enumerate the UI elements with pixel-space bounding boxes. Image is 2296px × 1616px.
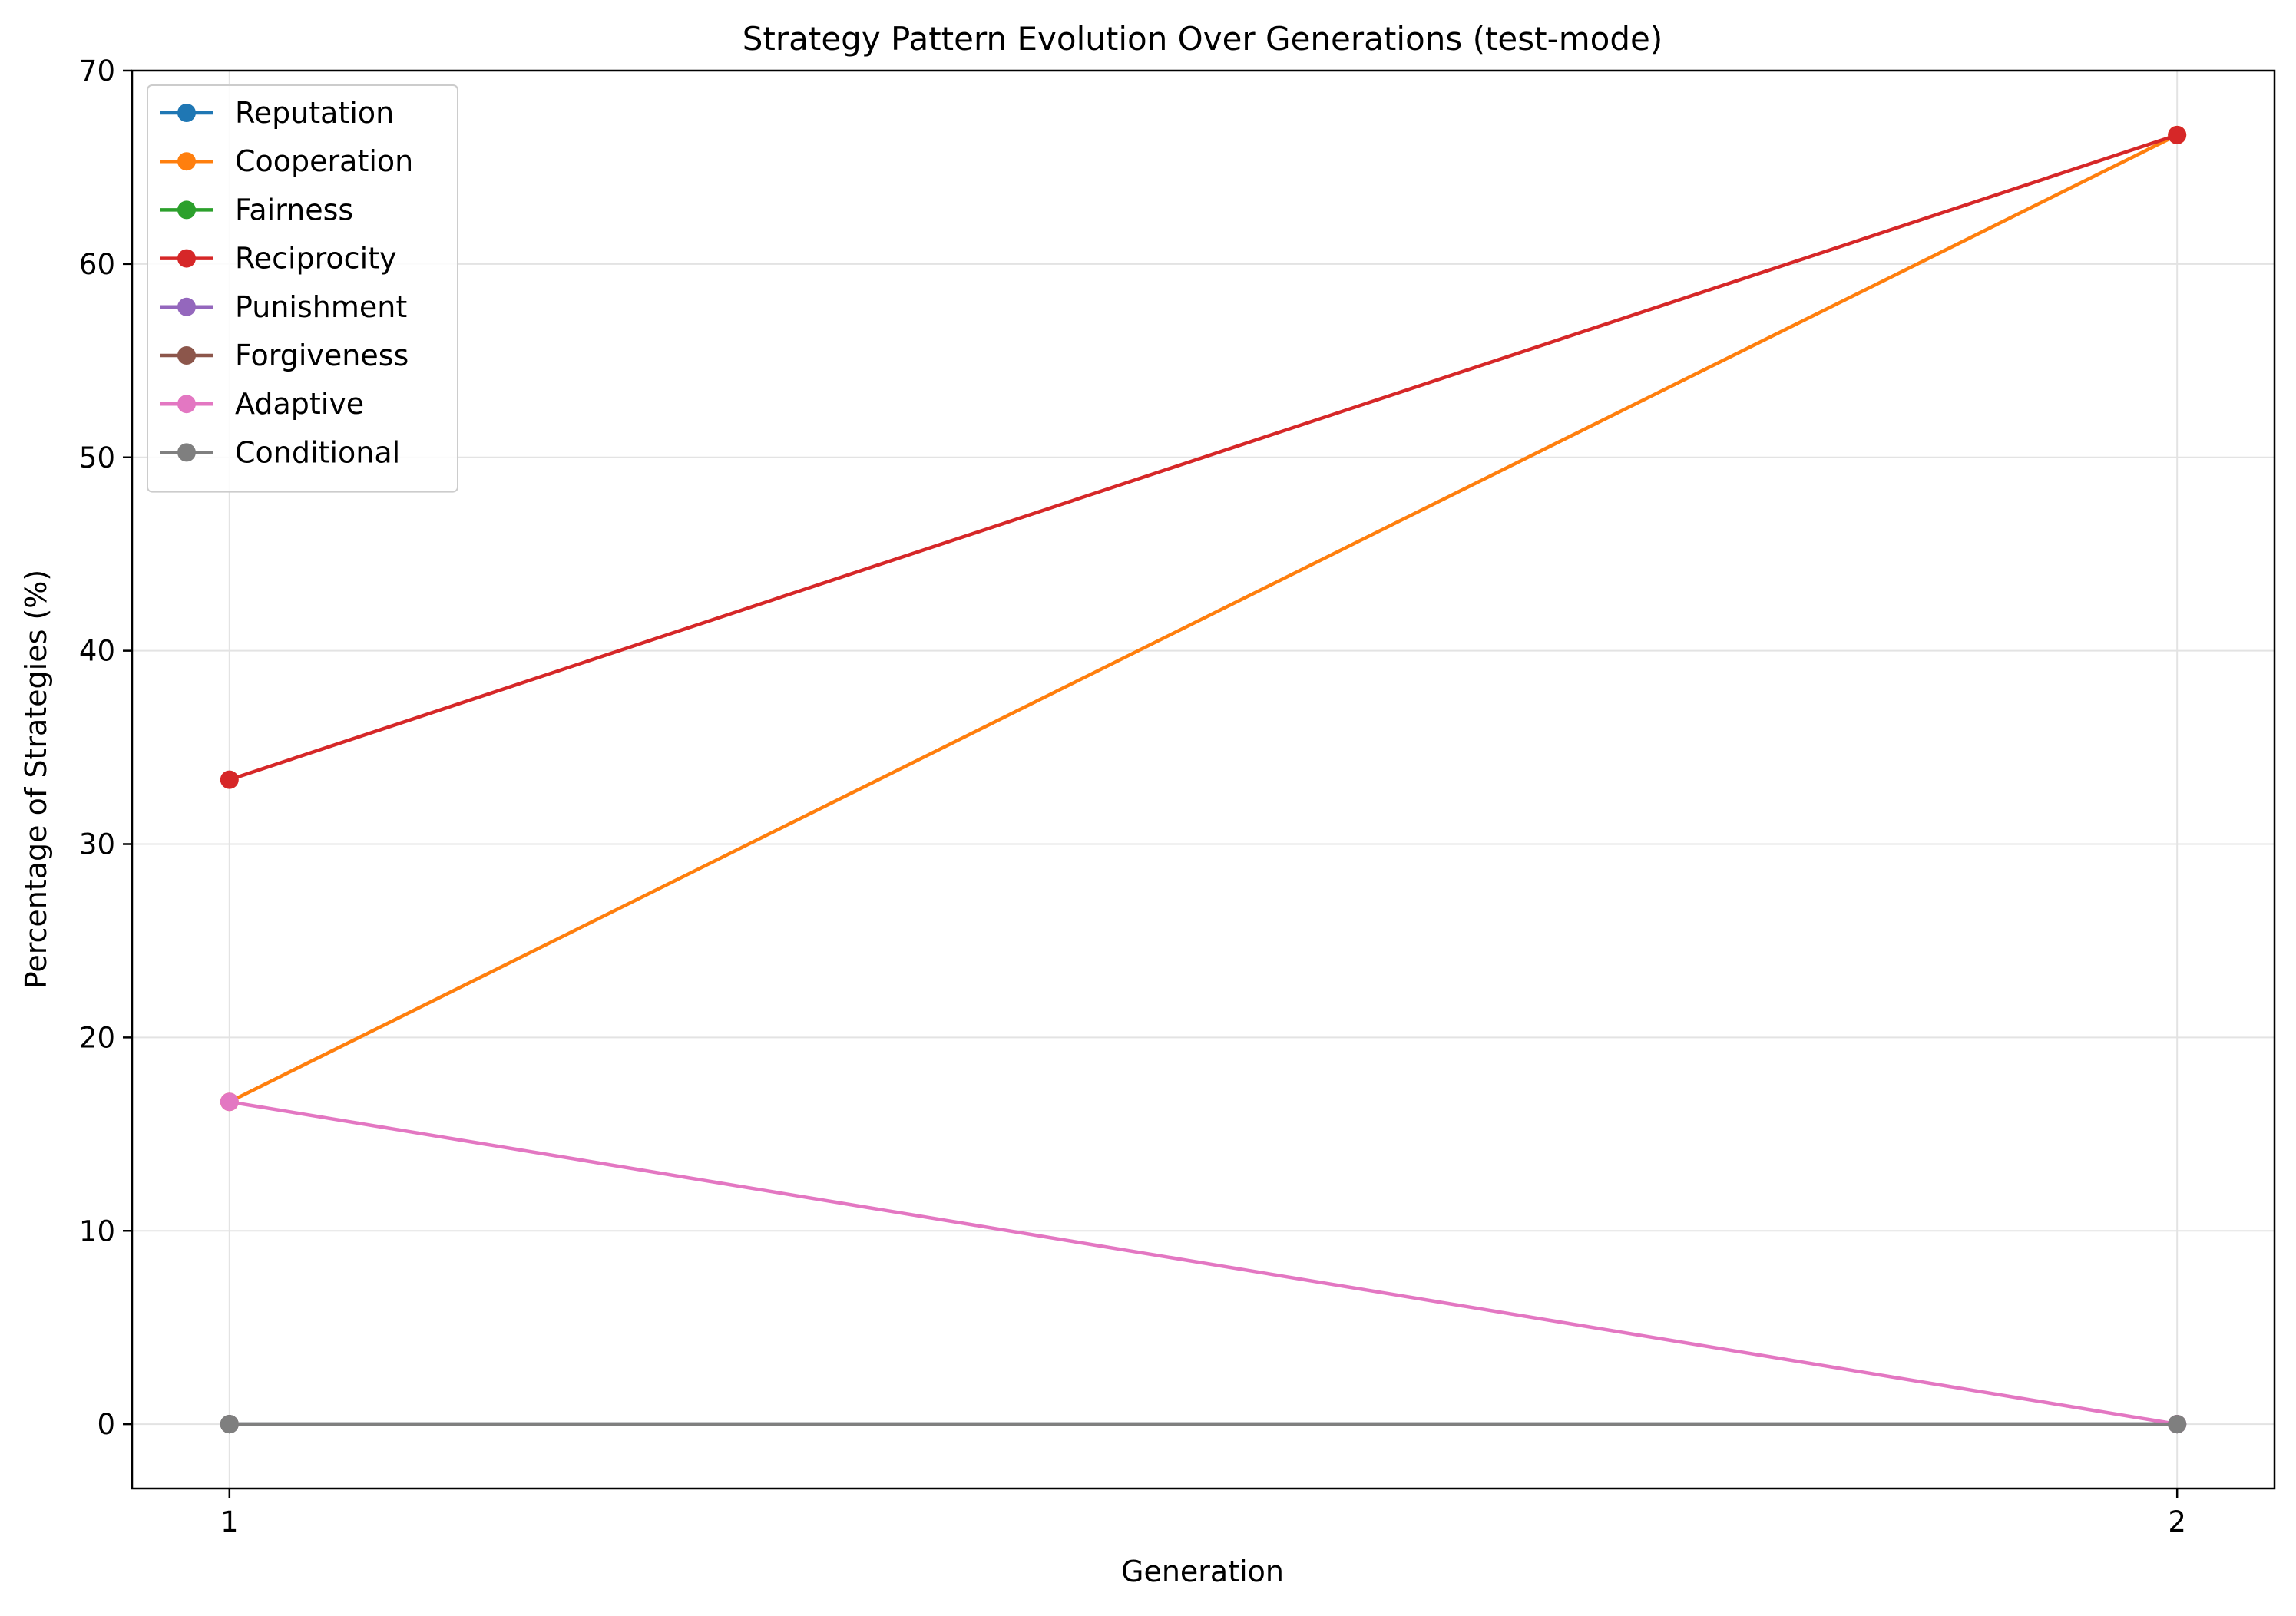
legend-label: Fairness <box>235 193 353 226</box>
y-tick-label: 40 <box>79 635 115 668</box>
legend-item-fairness: Fairness <box>160 193 353 226</box>
y-tick-label: 0 <box>97 1408 115 1441</box>
data-point-adaptive <box>220 1092 239 1112</box>
data-point-reciprocity <box>2168 125 2187 144</box>
x-tick-label: 1 <box>220 1505 239 1538</box>
y-tick-label: 70 <box>79 55 115 88</box>
legend-item-cooperation: Cooperation <box>160 144 413 178</box>
legend-label: Reciprocity <box>235 242 397 276</box>
plot-frame <box>131 69 2276 1490</box>
series-layer <box>220 125 2187 1434</box>
legend-label: Punishment <box>235 290 407 324</box>
y-axis-label: Percentage of Strategies (%) <box>19 570 53 989</box>
series-line-cooperation <box>228 133 2179 1104</box>
series-line-adaptive <box>229 1100 2178 1426</box>
series-conditional <box>220 1415 2187 1434</box>
legend-label: Reputation <box>235 96 394 130</box>
y-tick-label: 60 <box>79 248 115 281</box>
series-reciprocity <box>220 125 2187 789</box>
data-point-reciprocity <box>220 770 239 789</box>
y-tick-label: 30 <box>79 828 115 861</box>
legend-item-reciprocity: Reciprocity <box>160 242 397 276</box>
legend-label: Forgiveness <box>235 339 409 372</box>
data-point-conditional <box>2168 1415 2187 1434</box>
y-axis: 0 10 20 30 40 50 60 70 <box>79 55 132 1441</box>
x-axis-label: Generation <box>1121 1555 1284 1588</box>
legend-swatch-marker <box>177 443 196 462</box>
legend-item-conditional: Conditional <box>160 435 400 469</box>
legend-swatch-marker <box>177 104 196 122</box>
y-tick-label: 10 <box>79 1214 115 1248</box>
legend-swatch-marker <box>177 395 196 414</box>
legend-swatch-marker <box>177 200 196 220</box>
legend-label: Cooperation <box>235 144 413 178</box>
legend-swatch-marker <box>177 346 196 365</box>
chart-title: Strategy Pattern Evolution Over Generati… <box>743 20 1663 58</box>
legend-item-punishment: Punishment <box>160 290 407 324</box>
x-tick-label: 2 <box>2168 1505 2186 1538</box>
legend-swatch-marker <box>177 249 196 268</box>
legend: Reputation Cooperation Fairness Reciprocity… <box>147 84 458 493</box>
legend-label: Conditional <box>235 435 400 469</box>
legend-item-adaptive: Adaptive <box>160 387 364 421</box>
legend-box <box>147 84 458 493</box>
y-tick-label: 50 <box>79 441 115 474</box>
data-point-conditional <box>220 1415 239 1434</box>
legend-item-forgiveness: Forgiveness <box>160 339 409 372</box>
legend-item-reputation: Reputation <box>160 96 394 130</box>
legend-label: Adaptive <box>235 387 364 421</box>
y-tick-label: 20 <box>79 1021 115 1054</box>
legend-swatch-marker <box>177 152 196 171</box>
series-line-reciprocity <box>229 133 2178 782</box>
legend-swatch-marker <box>177 297 196 316</box>
